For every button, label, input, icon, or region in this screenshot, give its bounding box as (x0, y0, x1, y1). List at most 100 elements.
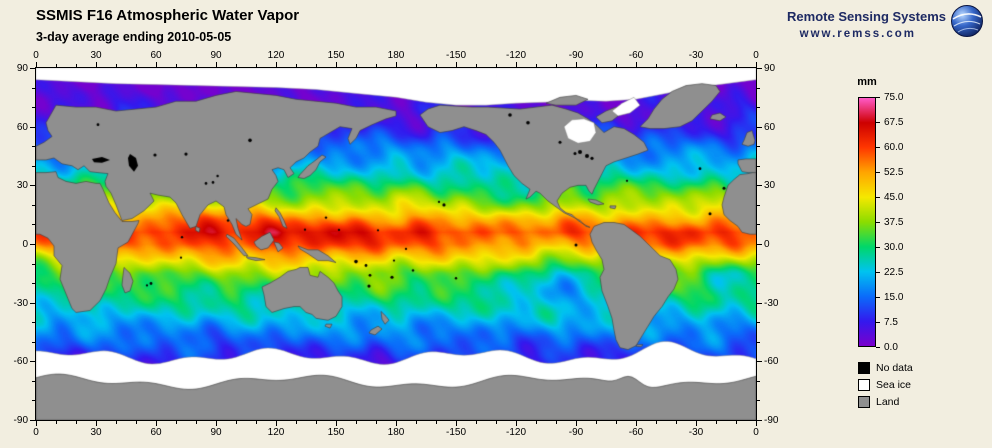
colorbar-tick-label: 37.5 (884, 217, 904, 228)
colorbar (858, 97, 876, 347)
legend-swatch (858, 362, 870, 374)
colorbar-tick (876, 322, 880, 323)
colorbar-tick (876, 297, 880, 298)
colorbar-tick-label: 15.0 (884, 292, 904, 303)
lon-minor-tick-bottom (296, 421, 297, 424)
lon-tick-bottom (276, 421, 277, 426)
lat-tick-right (757, 420, 762, 421)
lon-tick-bottom (156, 421, 157, 426)
lat-tick-label-right: -60 (764, 356, 779, 368)
lat-minor-tick-right (757, 224, 760, 226)
lon-tick-label-top: 0 (753, 50, 759, 61)
lon-tick-label-top: 90 (210, 50, 222, 61)
lon-minor-tick-bottom (356, 421, 357, 424)
lon-tick-bottom (696, 421, 697, 426)
colorbar-tick-label: 30.0 (884, 242, 904, 253)
lat-tick-right (757, 185, 762, 187)
lon-tick-bottom (216, 421, 217, 426)
lon-minor-tick-bottom (56, 421, 57, 424)
lon-tick-label-top: -60 (628, 50, 644, 61)
lon-tick-label-bottom: -60 (628, 427, 644, 438)
lat-tick-label-right: -30 (764, 297, 779, 309)
lon-tick-label-bottom: 0 (33, 427, 39, 438)
legend-item: No data (858, 362, 978, 376)
lat-tick-right (757, 68, 762, 69)
colorbar-tick-label: 7.5 (884, 317, 898, 328)
colorbar-unit-label: mm (857, 76, 877, 88)
lon-tick-label-bottom: 120 (267, 427, 285, 438)
colorbar-tick (876, 347, 880, 348)
colorbar-tick (876, 222, 880, 223)
lat-minor-tick-right (757, 107, 760, 109)
lat-tick-label-left: -30 (13, 297, 28, 309)
lon-minor-tick-bottom (236, 421, 237, 424)
colorbar-tick (876, 247, 880, 248)
lon-tick-bottom (96, 421, 97, 426)
legend-label: Land (876, 396, 900, 408)
colorbar-tick-label: 75.0 (884, 92, 904, 103)
lon-minor-tick-bottom (436, 421, 437, 424)
lon-tick-bottom (396, 421, 397, 426)
lon-minor-tick-bottom (676, 421, 677, 424)
colorbar-tick (876, 97, 880, 98)
lat-tick-label-left: 60 (16, 121, 28, 133)
lat-minor-tick-right (757, 341, 760, 343)
lat-minor-tick-right (757, 400, 760, 402)
lat-tick-right (757, 302, 762, 304)
page-subtitle: 3-day average ending 2010-05-05 (36, 30, 232, 44)
lat-minor-tick-right (757, 263, 760, 265)
lon-tick-bottom (756, 421, 757, 426)
lat-tick-label-left: 0 (22, 239, 28, 250)
lat-tick-label-right: -90 (764, 415, 779, 426)
lon-tick-label-top: 60 (150, 50, 162, 61)
lon-tick-label-bottom: 150 (327, 427, 345, 438)
map-canvas (36, 68, 756, 420)
lon-tick-label-bottom: -90 (568, 427, 584, 438)
lon-minor-tick-bottom (196, 421, 197, 424)
lon-tick-bottom (336, 421, 337, 426)
legend-item: Sea ice (858, 379, 978, 393)
lat-minor-tick-right (757, 165, 760, 167)
page-title: SSMIS F16 Atmospheric Water Vapor (36, 7, 300, 24)
lon-tick-label-bottom: -120 (505, 427, 526, 438)
lon-tick-label-bottom: -150 (445, 427, 466, 438)
lon-minor-tick-bottom (76, 421, 77, 424)
lon-tick-bottom (516, 421, 517, 426)
map-frame (35, 67, 757, 421)
colorbar-tick-label: 67.5 (884, 117, 904, 128)
lon-minor-tick-bottom (496, 421, 497, 424)
lon-tick-label-top: -90 (568, 50, 584, 61)
colorbar-tick-label: 52.5 (884, 167, 904, 178)
colorbar-tick-label: 0.0 (884, 342, 898, 353)
legend-item: Land (858, 396, 978, 410)
remss-globe-logo-icon (950, 4, 984, 38)
lat-tick-label-right: 0 (764, 239, 770, 250)
lon-tick-label-bottom: 0 (753, 427, 759, 438)
lat-minor-tick-right (757, 146, 760, 148)
lon-minor-tick-bottom (136, 421, 137, 424)
lat-minor-tick-right (757, 380, 760, 382)
lat-tick-label-left: -90 (13, 415, 28, 426)
lon-minor-tick-bottom (256, 421, 257, 424)
lon-tick-label-bottom: 60 (150, 427, 162, 438)
lon-minor-tick-bottom (556, 421, 557, 424)
lat-tick-right (757, 126, 762, 128)
lon-minor-tick-bottom (656, 421, 657, 424)
lon-tick-bottom (576, 421, 577, 426)
colorbar-tick (876, 172, 880, 173)
lon-minor-tick-bottom (596, 421, 597, 424)
lon-tick-label-top: -150 (445, 50, 466, 61)
remss-org-name: Remote Sensing Systems (787, 9, 946, 24)
colorbar-tick-label: 45.0 (884, 192, 904, 203)
remss-url: www.remss.com (799, 28, 916, 40)
lat-minor-tick-right (757, 283, 760, 285)
colorbar-tick (876, 272, 880, 273)
lat-tick-label-left: 30 (16, 180, 28, 192)
lon-minor-tick-bottom (416, 421, 417, 424)
lon-tick-label-bottom: 90 (210, 427, 222, 438)
lat-tick-right (757, 361, 762, 363)
lon-tick-label-top: 120 (267, 50, 285, 61)
lon-tick-label-bottom: 30 (90, 427, 102, 438)
lon-tick-bottom (36, 421, 37, 426)
lon-tick-bottom (636, 421, 637, 426)
